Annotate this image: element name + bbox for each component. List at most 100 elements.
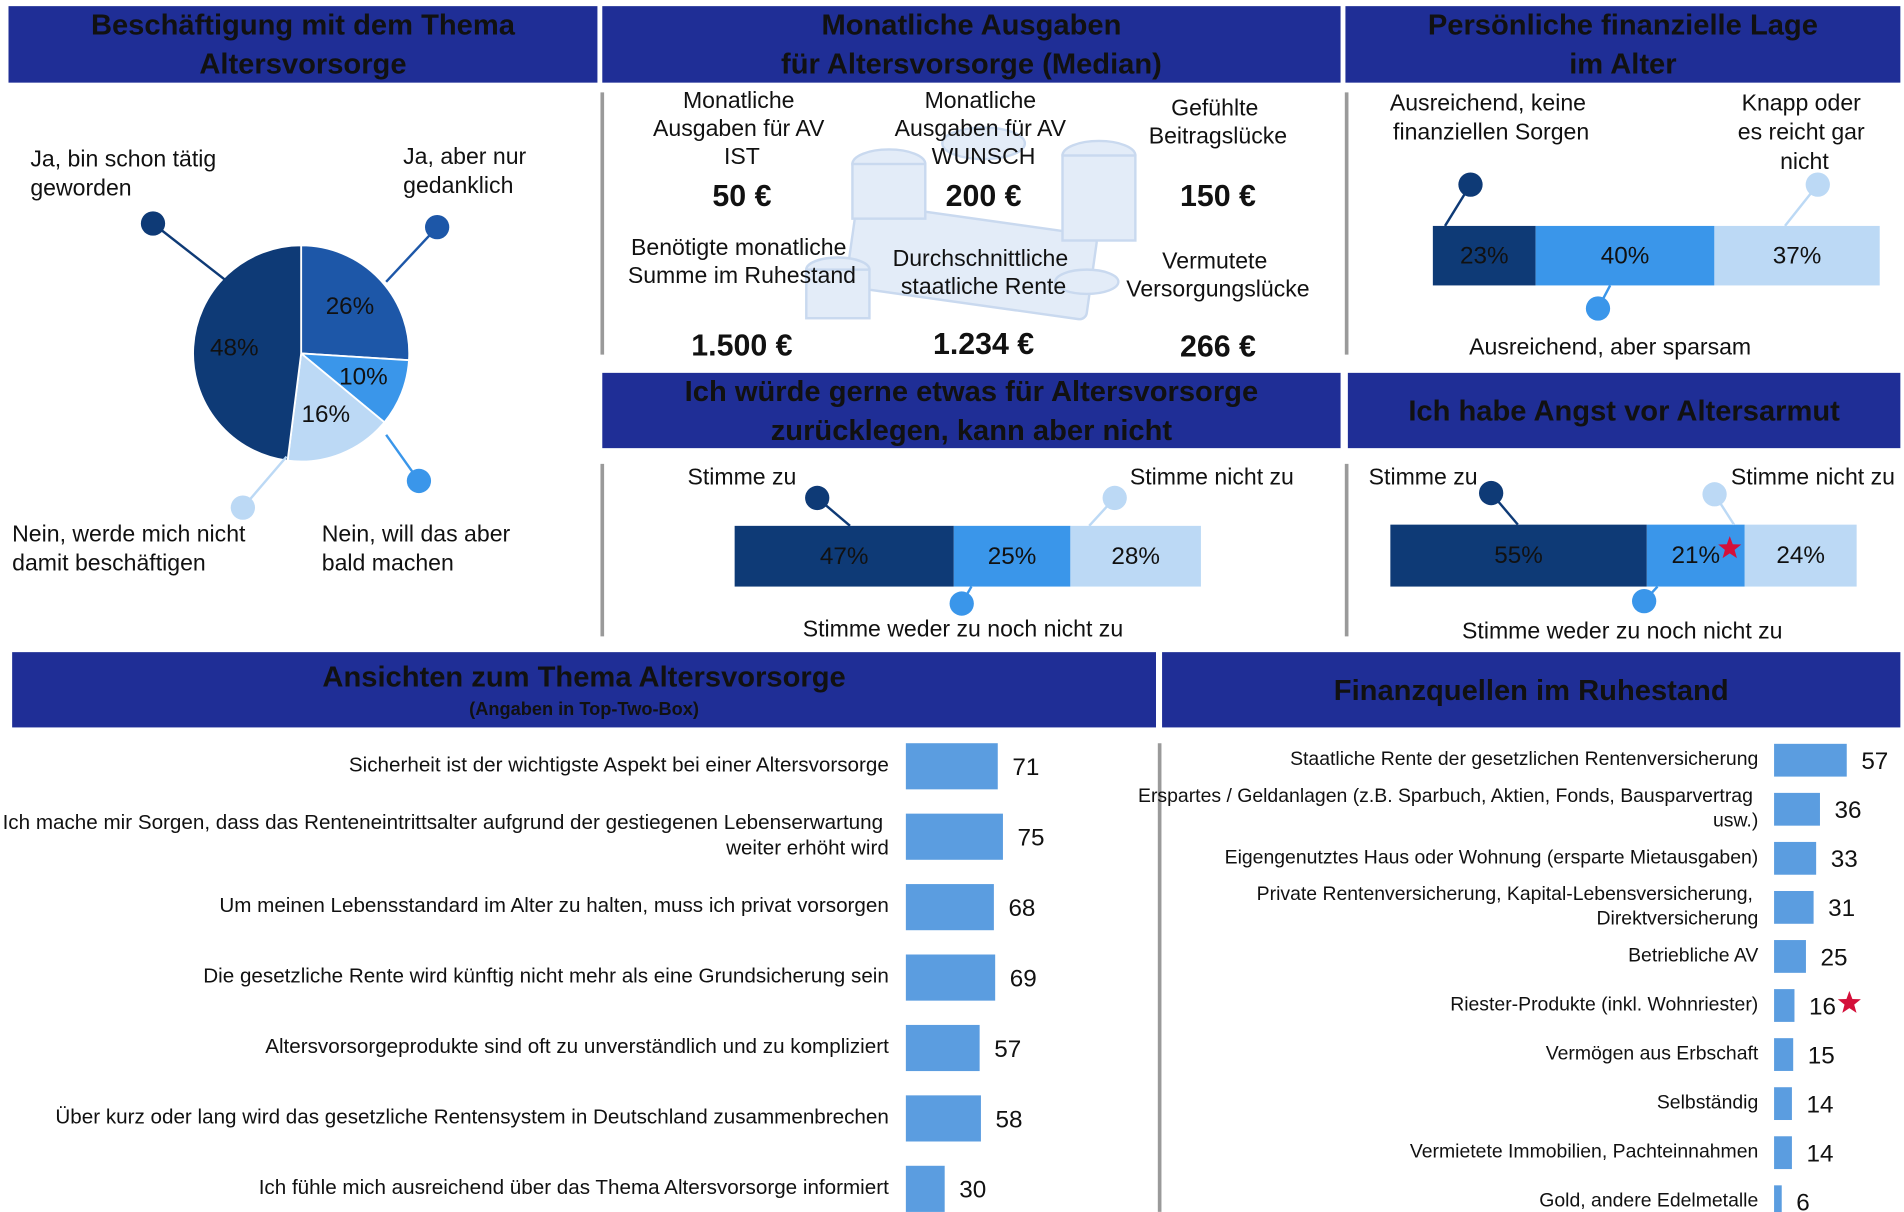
callout-dot — [1458, 173, 1482, 197]
category-label: Eigengenutztes Haus oder Wohnung (erspar… — [1225, 846, 1759, 868]
bar — [906, 1166, 945, 1212]
callout-dot — [231, 496, 255, 520]
panel-title: im Alter — [1569, 48, 1676, 80]
highlight-star — [1838, 991, 1861, 1013]
segment-label: 25% — [988, 543, 1037, 570]
category-label: Gold, andere Edelmetalle — [1539, 1190, 1758, 1212]
panel-title: Ich würde gerne etwas für Altersvorsorge — [685, 376, 1259, 408]
category-label: Ich fühle mich ausreichend über das Them… — [259, 1176, 889, 1199]
category-label: Sicherheit ist der wichtigste Aspekt bei… — [349, 754, 889, 777]
callout-dot — [950, 591, 974, 615]
category-label: Staatliche Rente der gesetzlichen Renten… — [1290, 748, 1758, 770]
panel-title: Monatliche Ausgaben — [821, 9, 1121, 41]
callout-label: Ausreichend, keine finanziellen Sorgen — [1390, 90, 1593, 145]
slice-label: 16% — [302, 401, 351, 428]
stat-value: 1.500 € — [691, 329, 792, 362]
bar — [906, 814, 1003, 860]
coin-decoration — [852, 164, 925, 219]
value-label: 36 — [1835, 797, 1862, 824]
category-label: Um meinen Lebensstandard im Alter zu hal… — [219, 895, 889, 918]
value-label: 14 — [1806, 1091, 1833, 1118]
value-label: 71 — [1012, 754, 1039, 781]
callout-dot — [141, 211, 165, 235]
category-label: Riester-Produkte (inkl. Wohnriester) — [1450, 994, 1758, 1016]
callout-label: Stimme weder zu noch nicht zu — [1462, 618, 1782, 644]
bar — [906, 743, 998, 789]
callout-dot — [1632, 589, 1656, 613]
segment-label: 40% — [1601, 242, 1650, 269]
value-label: 58 — [996, 1106, 1023, 1133]
segment-label: 21% — [1671, 542, 1720, 569]
value-label: 33 — [1831, 846, 1858, 873]
panel-title: Persönliche finanzielle Lage — [1428, 9, 1818, 41]
panel-title: Ich habe Angst vor Altersarmut — [1408, 396, 1840, 428]
callout-label: Nein, will das aber bald machen — [322, 521, 517, 576]
category-label: Vermietete Immobilien, Pachteinnahmen — [1410, 1141, 1758, 1163]
segment-label: 23% — [1460, 242, 1509, 269]
panel-title: zurücklegen, kann aber nicht — [771, 415, 1173, 447]
bar — [1774, 744, 1847, 777]
panel-title: Finanzquellen im Ruhestand — [1334, 675, 1729, 707]
stat-value: 266 € — [1180, 331, 1256, 364]
bar — [1774, 1038, 1793, 1071]
category-label: Über kurz oder lang wird das gesetzliche… — [55, 1106, 888, 1129]
value-label: 14 — [1806, 1141, 1833, 1168]
callout-label: Ausreichend, aber sparsam — [1469, 334, 1751, 360]
bar — [1774, 1087, 1792, 1120]
segment-label: 37% — [1773, 242, 1822, 269]
bar — [906, 884, 994, 930]
slice-label: 26% — [326, 293, 375, 320]
bar — [1774, 842, 1816, 875]
panel-title: Ansichten zum Thema Altersvorsorge — [322, 662, 845, 694]
category-label: Selbständig — [1657, 1092, 1758, 1114]
panel-title: Altersvorsorge — [199, 48, 406, 80]
value-label: 15 — [1808, 1042, 1835, 1069]
callout-label: Stimme nicht zu — [1731, 464, 1895, 490]
callout-label: Nein, werde mich nicht damit beschäftige… — [12, 521, 252, 576]
value-label: 69 — [1010, 965, 1037, 992]
segment-label: 24% — [1776, 542, 1825, 569]
callout-label: Knapp oder es reicht gar nicht — [1738, 90, 1871, 174]
callout-dot — [1586, 296, 1610, 320]
value-label: 75 — [1018, 825, 1045, 852]
value-label: 6 — [1796, 1190, 1810, 1212]
callout-dot — [1103, 486, 1127, 510]
category-label: Ich mache mir Sorgen, dass das Rentenein… — [3, 811, 889, 860]
panel-subtitle: (Angaben in Top-Two-Box) — [469, 699, 699, 719]
bar — [906, 955, 995, 1001]
value-label: 25 — [1821, 944, 1848, 971]
panel-title: Beschäftigung mit dem Thema — [91, 9, 516, 41]
page-body: Beschäftigung mit dem Thema Altersvorsorg… — [0, 0, 1904, 1212]
category-label: Erspartes / Geldanlagen (z.B. Sparbuch, … — [1138, 785, 1758, 831]
bar — [906, 1095, 981, 1141]
infographic: Beschäftigung mit dem Thema Altersvorsorg… — [0, 0, 1904, 1212]
callout-dot — [425, 215, 449, 239]
callout-label: Ja, aber nur gedanklich — [403, 143, 532, 198]
callout-dot — [1806, 173, 1830, 197]
bar — [1774, 1185, 1782, 1212]
bar — [1774, 989, 1794, 1022]
bar — [1774, 891, 1814, 924]
slice-label: 48% — [210, 335, 259, 362]
segment-label: 47% — [820, 543, 869, 570]
segment-label: 28% — [1111, 543, 1160, 570]
segment-label: 55% — [1494, 542, 1543, 569]
bar — [1774, 1136, 1792, 1169]
stat-label: Monatliche Ausgaben für AV IST — [653, 87, 831, 169]
callout-dot — [407, 469, 431, 493]
category-label: Betriebliche AV — [1628, 945, 1758, 967]
callout-dot — [1702, 482, 1726, 506]
stat-label: Durchschnittliche staatliche Rente — [893, 245, 1075, 299]
callout-line — [153, 224, 231, 285]
value-label: 68 — [1008, 895, 1035, 922]
callout-label: Ja, bin schon tätig geworden — [30, 145, 222, 200]
panel-title: für Altersvorsorge (Median) — [781, 48, 1162, 80]
callout-dot — [1479, 481, 1503, 505]
coin-decoration — [1063, 156, 1136, 241]
bar — [1774, 940, 1806, 973]
bar — [1774, 793, 1820, 826]
stat-label: Benötigte monatliche Summe im Ruhestand — [628, 234, 856, 288]
bar — [906, 1025, 980, 1071]
slice-label: 10% — [339, 364, 388, 391]
value-label: 57 — [994, 1036, 1021, 1063]
